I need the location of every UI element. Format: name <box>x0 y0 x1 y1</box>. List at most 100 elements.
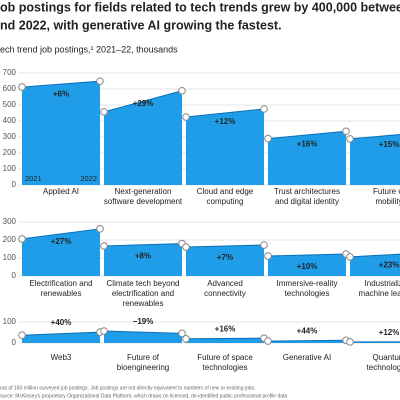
y-tick-label: 100 <box>3 253 17 262</box>
point <box>96 225 104 233</box>
area-edge <box>185 337 265 340</box>
footnote: ource: McKinsey's proprietary Organizati… <box>0 393 287 399</box>
category-label: Quantumtechnologies <box>367 353 400 372</box>
category-line: electrification and <box>112 289 174 298</box>
category-line: Future of <box>127 353 160 362</box>
area <box>104 90 182 185</box>
category-line: Future of space <box>197 353 253 362</box>
growth-label: +27% <box>51 237 72 246</box>
category-line: renewables <box>41 289 82 298</box>
point <box>18 83 26 91</box>
category-line: Electrification and <box>29 279 92 288</box>
area-edge <box>103 243 183 247</box>
y-tick-label: 500 <box>3 100 17 109</box>
area-edge <box>103 90 183 113</box>
y-tick-label: 300 <box>3 132 17 141</box>
category-label: Cloud and edge computing <box>197 187 254 206</box>
y-tick-label: 400 <box>3 116 17 125</box>
category-label: Climate tech beyond electrification and re… <box>107 279 180 308</box>
category-line: Web3 <box>51 353 72 362</box>
growth-label: +15% <box>379 140 400 149</box>
point <box>260 105 268 113</box>
footnote: out of 150 million surveyed job postings… <box>0 385 255 391</box>
category-line: Advanced <box>207 279 243 288</box>
growth-label: +44% <box>297 326 318 335</box>
category-line: Generative AI <box>283 353 331 362</box>
area <box>186 245 264 276</box>
title-line: nd 2022, with generative AI growing the … <box>0 18 282 32</box>
category-line: technologies <box>367 363 400 372</box>
point <box>100 327 108 335</box>
category-line: Future of <box>373 187 400 196</box>
point <box>264 252 272 260</box>
point <box>182 113 190 121</box>
area-edge <box>267 130 347 140</box>
category-line: Industrializing <box>365 279 400 288</box>
area-edge <box>267 339 347 342</box>
point <box>346 135 354 143</box>
category-line: Quantum <box>373 353 400 362</box>
category-label: Applied AI <box>43 187 79 196</box>
point <box>264 134 272 143</box>
category-label: Next-generation software development <box>104 187 183 206</box>
category-line: connectivity <box>204 289 246 298</box>
point <box>182 335 190 343</box>
area-edge <box>349 134 400 140</box>
y-tick-label: 100 <box>3 164 17 173</box>
category-line: machine learning <box>359 289 400 298</box>
growth-label: +10% <box>297 262 318 271</box>
point <box>182 243 190 251</box>
point <box>346 253 354 261</box>
point <box>100 108 108 116</box>
area-edge <box>267 253 347 257</box>
category-label: Future ofmobility <box>373 187 400 206</box>
area-edge <box>21 228 101 240</box>
year-label: 2021 <box>25 174 42 183</box>
category-line: mobility <box>375 197 400 206</box>
area <box>104 243 182 276</box>
growth-label: +7% <box>217 253 233 262</box>
category-label: Electrification and renewables <box>29 279 92 298</box>
category-line: technologies <box>285 289 330 298</box>
category-line: software development <box>104 197 183 206</box>
growth-label: +29% <box>133 99 154 108</box>
category-line: Trust architectures <box>274 187 340 196</box>
point <box>96 77 104 85</box>
category-label: Immersive-reality technologies <box>277 279 338 298</box>
y-tick-label: 200 <box>3 148 17 157</box>
growth-label: +40% <box>51 318 72 327</box>
point <box>264 337 272 345</box>
growth-label: +8% <box>135 252 151 261</box>
category-line: and digital identity <box>275 197 339 206</box>
growth-label: +6% <box>53 89 69 98</box>
category-label: Generative AI <box>283 353 331 362</box>
category-line: renewables <box>123 299 164 308</box>
area <box>350 134 400 185</box>
category-line: computing <box>207 197 244 206</box>
category-label: Industrializingmachine learning <box>359 279 400 298</box>
area-edge <box>21 80 101 88</box>
category-line: technologies <box>203 363 248 372</box>
point <box>178 329 186 338</box>
category-label: Advanced connectivity <box>204 279 246 298</box>
y-tick-label: 200 <box>3 235 17 244</box>
point <box>18 331 26 340</box>
y-tick-label: 100 <box>3 317 17 326</box>
point <box>178 86 186 95</box>
y-tick-label: 0 <box>12 271 17 280</box>
growth-label: −19% <box>133 317 154 326</box>
category-line: Next-generation <box>115 187 172 196</box>
area-edge <box>103 330 183 334</box>
category-label: Future of space technologies <box>197 353 253 372</box>
point <box>342 127 350 136</box>
area <box>22 228 100 276</box>
y-tick-label: 0 <box>12 338 17 347</box>
area-edge <box>185 108 265 118</box>
area-edge <box>185 244 265 248</box>
area <box>268 254 346 276</box>
category-label: Future of bioengineering <box>117 353 170 372</box>
category-line: Climate tech beyond <box>107 279 180 288</box>
category-line: bioengineering <box>117 363 170 372</box>
title-line: ob postings for fields related to tech t… <box>0 0 400 14</box>
category-line: Immersive-reality <box>277 279 338 288</box>
